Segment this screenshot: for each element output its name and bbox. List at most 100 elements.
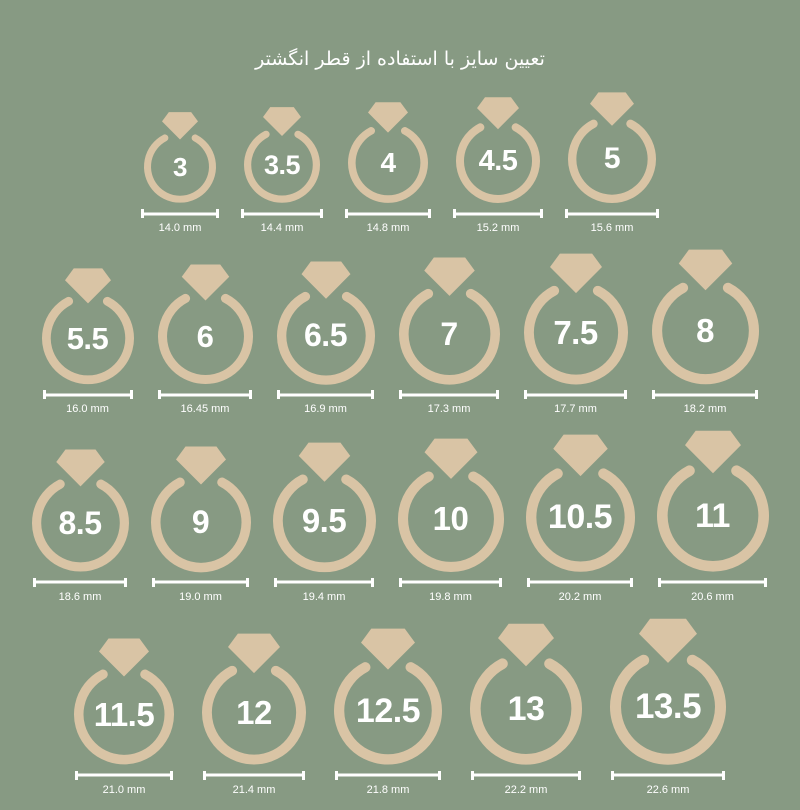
diameter-measure: 21.8 mm — [335, 770, 441, 796]
diameter-label: 16.0 mm — [66, 403, 109, 416]
ring-size-item[interactable]: 5.5 16.0 mm — [39, 267, 137, 415]
ring-size-item[interactable]: 10 19.8 mm — [395, 437, 507, 603]
ring-size-item[interactable]: 6 16.45 mm — [155, 263, 256, 415]
measure-bar — [75, 770, 173, 780]
gem-icon — [228, 633, 280, 674]
gem-icon — [298, 442, 350, 482]
ring-size-item[interactable]: 7 17.3 mm — [396, 256, 503, 415]
ring-band — [244, 130, 320, 204]
ring-graphic: 7 — [396, 256, 503, 385]
measure-bar — [524, 390, 627, 400]
diameter-measure: 19.4 mm — [274, 577, 374, 603]
diameter-measure: 16.9 mm — [277, 390, 374, 415]
ring-graphic: 12 — [199, 632, 309, 765]
ring-size-item[interactable]: 12.5 21.8 mm — [331, 627, 445, 796]
ring-size-item[interactable]: 13 22.2 mm — [467, 622, 585, 796]
ring-graphic: 7.5 — [521, 252, 631, 385]
diameter-measure: 21.0 mm — [75, 770, 173, 796]
ring-size-item[interactable]: 4 14.8 mm — [345, 101, 431, 234]
ring-band — [456, 123, 540, 204]
diameter-measure: 18.6 mm — [33, 577, 127, 603]
measure-cap-right — [170, 770, 173, 780]
diameter-measure: 17.3 mm — [399, 390, 499, 415]
ring-graphic: 13 — [467, 622, 585, 765]
ring-band — [523, 285, 628, 385]
page-title: تعیین سایز با استفاده از قطر انگشتر — [255, 48, 545, 70]
ring-size-item[interactable]: 9 19.0 mm — [148, 445, 254, 603]
measure-line — [274, 580, 374, 584]
ring-size-item[interactable]: 7.5 17.7 mm — [521, 252, 631, 415]
ring-size-item[interactable]: 12 21.4 mm — [199, 632, 309, 796]
measure-cap-right — [428, 209, 431, 219]
measure-bar — [453, 209, 543, 219]
ring-size-item[interactable]: 11.5 21.0 mm — [71, 637, 177, 796]
measure-bar — [33, 577, 127, 587]
measure-bar — [277, 390, 374, 400]
gem-icon — [424, 438, 477, 479]
measure-cap-right — [656, 209, 659, 219]
ring-band — [144, 134, 216, 203]
diameter-label: 16.45 mm — [180, 403, 230, 416]
ring-graphic: 9 — [148, 445, 254, 572]
gem-icon — [477, 97, 519, 130]
gem-icon — [549, 253, 602, 293]
diameter-label: 19.4 mm — [302, 590, 346, 603]
ring-size-item[interactable]: 3.5 14.4 mm — [241, 106, 323, 234]
gem-icon — [498, 623, 554, 667]
measure-bar — [652, 390, 758, 400]
measure-cap-right — [371, 390, 374, 400]
diameter-label: 22.6 mm — [646, 783, 690, 796]
measure-line — [75, 773, 173, 777]
ring-band — [41, 297, 134, 385]
ring-band — [398, 288, 500, 385]
diameter-measure: 15.2 mm — [453, 209, 543, 234]
measure-cap-right — [722, 770, 725, 780]
measure-line — [141, 212, 219, 216]
measure-cap-right — [578, 770, 581, 780]
measure-line — [277, 393, 374, 397]
ring-band — [334, 662, 442, 765]
measure-line — [345, 212, 431, 216]
ring-size-item[interactable]: 5 15.6 mm — [565, 91, 659, 234]
ring-band — [157, 294, 253, 385]
measure-line — [203, 773, 305, 777]
diameter-measure: 19.8 mm — [399, 577, 502, 603]
diameter-label: 19.8 mm — [429, 590, 472, 603]
ring-size-item[interactable]: 3 14.0 mm — [141, 111, 219, 234]
measure-line — [652, 393, 758, 397]
ring-size-item[interactable]: 8.5 18.6 mm — [29, 448, 132, 603]
diameter-measure: 22.2 mm — [471, 770, 581, 796]
measure-bar — [527, 577, 633, 587]
measure-cap-right — [499, 577, 502, 587]
measure-line — [399, 393, 499, 397]
measure-cap-right — [438, 770, 441, 780]
gem-icon — [678, 249, 732, 291]
diameter-label: 14.0 mm — [158, 222, 202, 235]
ring-size-item[interactable]: 6.5 16.9 mm — [274, 260, 378, 415]
ring-graphic: 3 — [141, 111, 219, 203]
diameter-measure: 14.4 mm — [241, 209, 323, 234]
measure-line — [152, 580, 249, 584]
gem-icon — [99, 638, 149, 677]
diameter-measure: 18.2 mm — [652, 390, 758, 415]
ring-graphic: 12.5 — [331, 627, 445, 765]
diameter-measure: 22.6 mm — [611, 770, 725, 796]
ring-size-item[interactable]: 11 20.6 mm — [654, 429, 772, 603]
measure-cap-right — [124, 577, 127, 587]
gem-icon — [55, 449, 105, 487]
ring-size-item[interactable]: 13.5 22.6 mm — [607, 617, 729, 796]
measure-cap-right — [246, 577, 249, 587]
measure-bar — [399, 390, 499, 400]
measure-cap-right — [320, 209, 323, 219]
gem-icon — [181, 264, 229, 301]
ring-size-item[interactable]: 9.5 19.4 mm — [270, 441, 379, 603]
diameter-label: 15.2 mm — [476, 222, 520, 235]
ring-size-item[interactable]: 10.5 20.2 mm — [523, 433, 638, 603]
ring-size-item[interactable]: 8 18.2 mm — [649, 248, 762, 415]
diameter-measure: 14.8 mm — [345, 209, 431, 234]
measure-line — [527, 580, 633, 584]
ring-size-item[interactable]: 4.5 15.2 mm — [453, 96, 543, 234]
ring-graphic: 4.5 — [453, 96, 543, 204]
ring-rows-container: 3 14.0 mm 3.5 14.4 mm 4 14.8 mm 4.5 15.2 mm 5 15.… — [0, 91, 800, 810]
